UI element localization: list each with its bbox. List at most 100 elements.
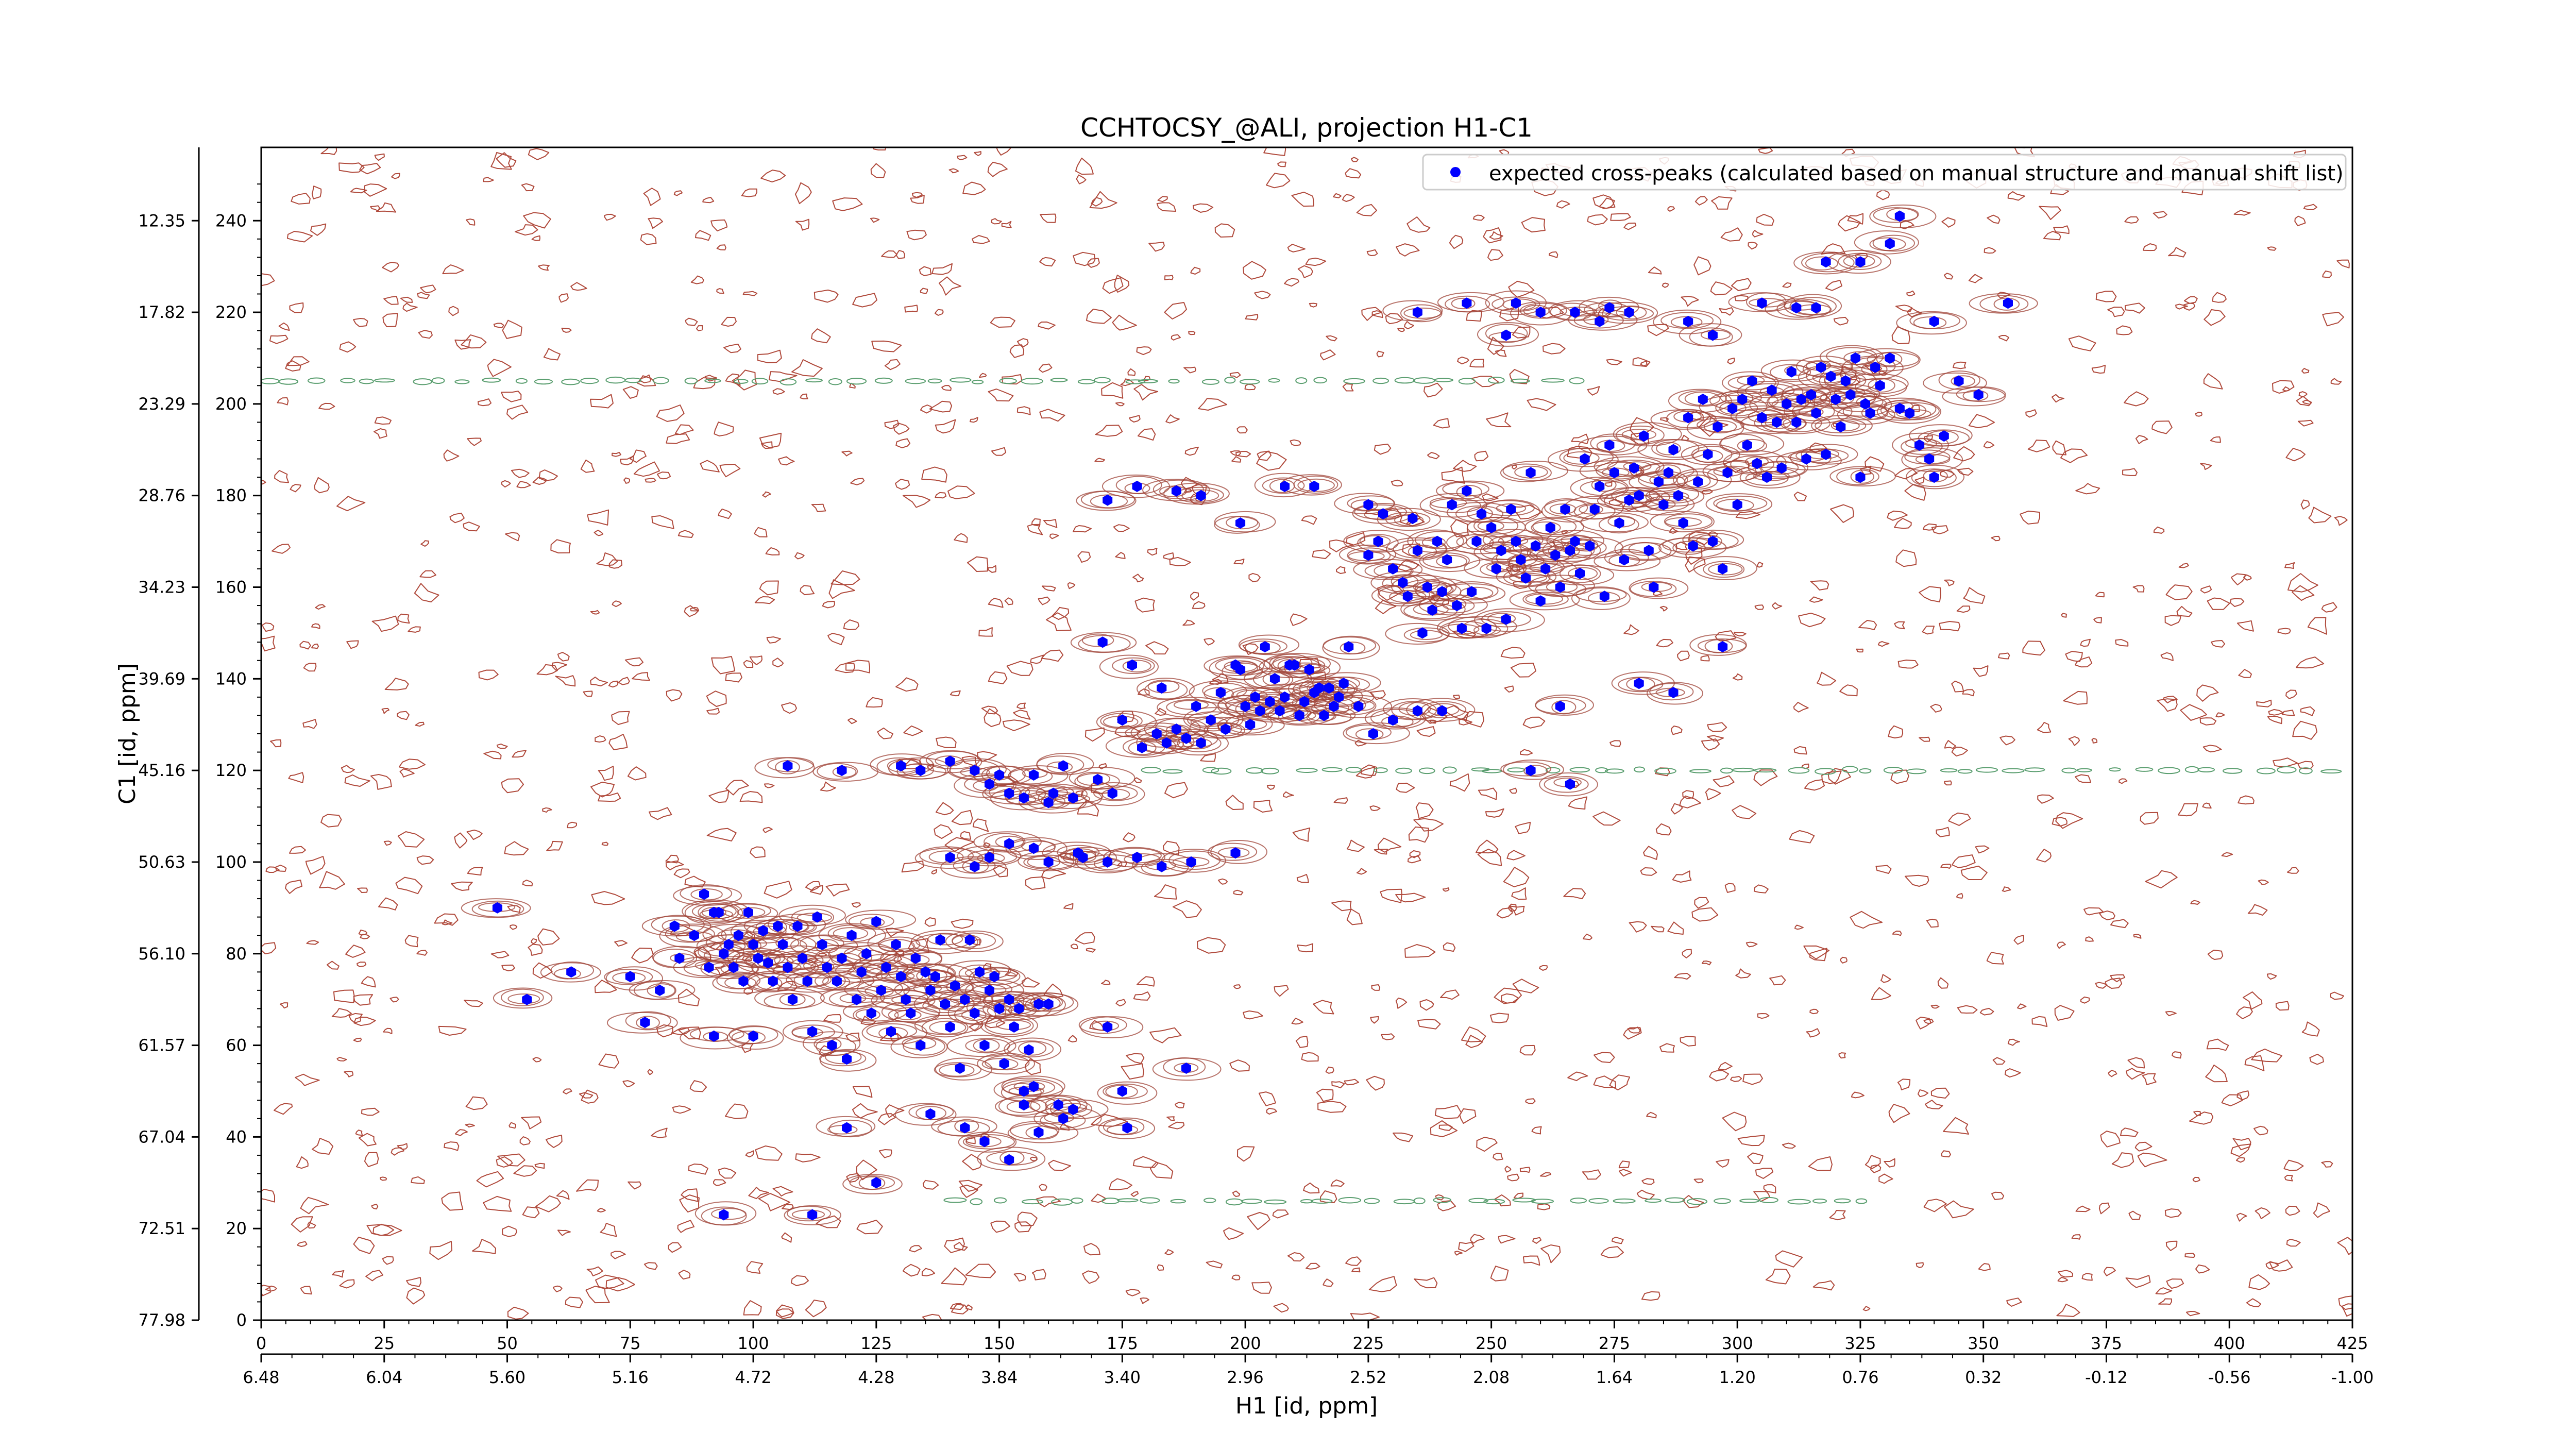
cross-peak-point bbox=[1275, 705, 1285, 717]
contour-line bbox=[463, 521, 480, 532]
contour-line bbox=[1016, 406, 1031, 415]
contour-line bbox=[606, 1012, 678, 1034]
cross-peak-point bbox=[522, 993, 532, 1005]
x-tick-label: 300 bbox=[1722, 1334, 1753, 1353]
plot-background bbox=[261, 147, 2352, 1320]
contour-line bbox=[1963, 587, 1986, 604]
cross-peak-point bbox=[1103, 856, 1113, 868]
cross-peak-point bbox=[999, 1058, 1009, 1070]
contour-line bbox=[2016, 1003, 2027, 1009]
x-tick-label: 25 bbox=[374, 1334, 395, 1353]
cross-peak-point bbox=[852, 993, 862, 1005]
contour-line bbox=[835, 663, 856, 673]
contour-line bbox=[1175, 1102, 1185, 1108]
contour-line bbox=[1754, 604, 1764, 610]
contour-line bbox=[1682, 529, 1744, 550]
contour-line bbox=[1537, 1203, 1551, 1210]
contour-line bbox=[1705, 493, 1773, 515]
contour-line bbox=[1660, 417, 1669, 422]
contour-line bbox=[496, 152, 517, 168]
contour-line bbox=[1843, 255, 1875, 268]
contour-line bbox=[1413, 818, 1444, 832]
contour-line bbox=[2185, 1311, 2200, 1317]
contour-line bbox=[331, 1008, 352, 1018]
contour-line bbox=[2253, 1125, 2268, 1136]
contour-line bbox=[860, 917, 885, 928]
contour-line bbox=[746, 1261, 764, 1274]
contour-line bbox=[775, 936, 800, 949]
contour-line bbox=[911, 192, 923, 198]
contour-line bbox=[2080, 996, 2090, 1004]
contour-line bbox=[1101, 382, 1124, 399]
contour-line bbox=[935, 419, 956, 434]
cross-peak-point bbox=[1338, 678, 1349, 689]
cross-peak-point bbox=[1673, 490, 1684, 501]
contour-line bbox=[1952, 854, 1976, 868]
cross-peak-point bbox=[950, 980, 960, 991]
contour-line bbox=[532, 1057, 542, 1063]
contour-line bbox=[2341, 1303, 2352, 1317]
contour-line bbox=[1485, 290, 1547, 315]
contour-line bbox=[1133, 384, 1159, 401]
contour-line bbox=[1587, 214, 1608, 226]
contour-line bbox=[1730, 1076, 1742, 1082]
contour-line bbox=[557, 652, 570, 662]
contour-line bbox=[983, 963, 992, 971]
contour-line bbox=[718, 1167, 737, 1179]
contour-line bbox=[1896, 311, 1967, 335]
contour-line bbox=[406, 1277, 421, 1287]
contour-line bbox=[696, 934, 761, 957]
contour-line bbox=[374, 153, 385, 161]
contour-line bbox=[2080, 638, 2091, 647]
contour-line bbox=[656, 471, 671, 480]
cross-peak-point bbox=[1614, 517, 1624, 529]
contour-line bbox=[1142, 479, 1210, 501]
contour-line bbox=[1099, 654, 1159, 679]
contour-line bbox=[1021, 977, 1040, 988]
contour-line bbox=[927, 378, 942, 384]
contour-line bbox=[448, 306, 459, 316]
contour-line bbox=[902, 495, 931, 508]
contour-line bbox=[372, 1223, 395, 1236]
contour-line bbox=[1323, 1278, 1334, 1287]
contour-line bbox=[959, 1185, 978, 1198]
ppm-tick-label: 3.40 bbox=[1104, 1368, 1141, 1387]
contour-line bbox=[958, 1180, 982, 1192]
contour-line bbox=[359, 378, 374, 384]
contour-line bbox=[1894, 621, 1905, 630]
contour-line bbox=[1395, 892, 1426, 903]
contour-line bbox=[1478, 787, 1498, 800]
cross-peak-point bbox=[1668, 687, 1679, 698]
contour-line bbox=[1148, 242, 1165, 252]
contour-line bbox=[1359, 535, 1391, 547]
contour-line bbox=[759, 432, 782, 449]
cross-peak-point bbox=[783, 962, 793, 973]
contour-line bbox=[2076, 768, 2092, 772]
cross-peak-point bbox=[566, 966, 577, 978]
contour-line bbox=[1395, 767, 1412, 774]
contour-line bbox=[1350, 1312, 1380, 1320]
contour-line bbox=[1926, 918, 1939, 928]
cross-peak-point bbox=[1196, 737, 1206, 749]
contour-line bbox=[778, 904, 846, 926]
cross-peak-point bbox=[842, 1053, 852, 1065]
contour-line bbox=[1489, 231, 1503, 240]
contour-line bbox=[1689, 634, 1747, 656]
contour-line bbox=[1013, 1081, 1045, 1092]
cross-peak-point bbox=[1624, 494, 1634, 506]
contour-line bbox=[1969, 293, 2038, 314]
contour-line bbox=[685, 317, 698, 326]
contour-line bbox=[1209, 679, 1223, 685]
contour-line bbox=[2235, 1157, 2245, 1163]
contour-line bbox=[952, 932, 996, 949]
cross-peak-point bbox=[1314, 682, 1324, 694]
cross-peak-point bbox=[1782, 398, 1792, 410]
contour-line bbox=[759, 580, 779, 596]
contour-line bbox=[1757, 1013, 1770, 1019]
contour-line bbox=[1002, 374, 1023, 385]
contour-line bbox=[497, 1153, 526, 1167]
contour-line bbox=[1916, 1262, 1924, 1268]
contour-line bbox=[1643, 846, 1658, 860]
cross-peak-point bbox=[689, 930, 699, 941]
contour-line bbox=[1719, 307, 1734, 316]
